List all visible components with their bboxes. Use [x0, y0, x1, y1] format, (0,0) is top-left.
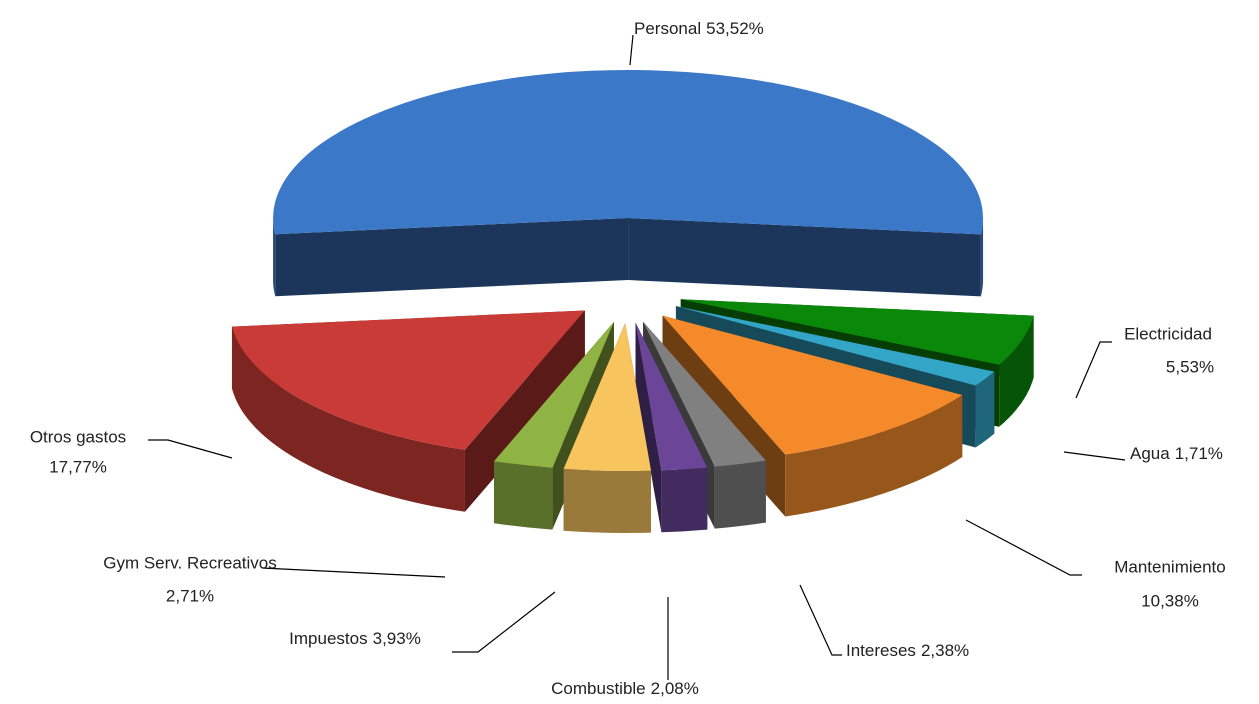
slice-top: [563, 322, 652, 471]
label-value: 3,93%: [373, 629, 421, 648]
label-value: 10,38%: [1141, 591, 1199, 610]
label-value: 17,77%: [49, 457, 107, 476]
slice-top: [273, 69, 984, 235]
slice-wall: [999, 315, 1034, 427]
slice-wall: [785, 395, 963, 517]
data-label: Intereses 2,38%: [846, 641, 969, 660]
data-label: Personal 53,52%: [634, 19, 764, 38]
slices: [231, 69, 1034, 533]
slice-side: [275, 218, 629, 297]
data-label: Impuestos 3,93%: [289, 629, 421, 648]
slice-wall: [563, 468, 652, 533]
slice: [563, 322, 652, 533]
labels: Personal 53,52% Electricidad 5,53% Agua 1,71%…: [30, 19, 1226, 698]
slice-top: [662, 315, 963, 455]
slice-wall: [980, 218, 984, 297]
label-value: 1,71%: [1175, 444, 1223, 463]
slice-top: [231, 310, 585, 450]
label-name: Combustible: [551, 679, 646, 698]
slice-side: [635, 322, 662, 533]
slice-wall: [714, 460, 766, 529]
label-name: Agua: [1130, 444, 1170, 463]
label-value: 53,52%: [706, 19, 764, 38]
slice: [273, 69, 984, 297]
data-label: Agua 1,71%: [1130, 444, 1223, 463]
slice-top: [675, 306, 995, 386]
slice: [231, 310, 585, 512]
label-name: Electricidad: [1124, 324, 1212, 343]
slice-wall: [494, 461, 553, 530]
data-label: Combustible 2,08%: [551, 679, 699, 698]
leader-line: [629, 34, 634, 66]
label-name: Impuestos: [289, 629, 367, 648]
slice-wall: [661, 467, 708, 533]
slice-top: [494, 321, 614, 468]
leader-line: [1075, 341, 1112, 399]
slice-top: [635, 322, 708, 471]
label-value: 2,71%: [166, 586, 214, 605]
label-value: 2,38%: [921, 641, 969, 660]
leader-line: [452, 591, 556, 653]
label-name: Personal: [634, 19, 701, 38]
label-value: 5,53%: [1166, 357, 1214, 376]
slice-top: [643, 321, 766, 467]
slice-side: [628, 218, 981, 297]
slice-wall: [975, 371, 995, 448]
leader-line: [148, 439, 233, 459]
label-name: Gym Serv. Recreativos: [103, 553, 277, 572]
label-name: Otros gastos: [30, 427, 126, 446]
slice-wall: [273, 218, 276, 297]
slice-wall: [231, 326, 465, 512]
label-value: 2,08%: [651, 679, 699, 698]
leader-line: [261, 567, 446, 578]
slice-top: [680, 299, 1034, 365]
leader-line: [1063, 451, 1126, 461]
leader-line: [799, 584, 842, 656]
slice: [635, 322, 708, 533]
label-name: Mantenimiento: [1114, 557, 1226, 576]
label-name: Intereses: [846, 641, 916, 660]
leader-line: [965, 519, 1082, 576]
